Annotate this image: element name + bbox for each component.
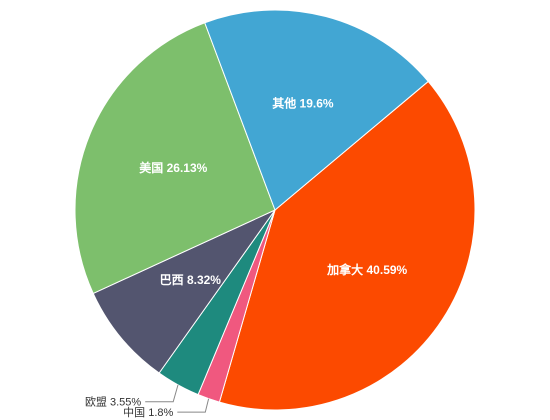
slice-labels: 加拿大 40.59% 中国 1.8%欧盟 3.55% 巴西 8.32% 美国 26.1…: [85, 96, 408, 420]
slice-label-2: 欧盟 3.55%: [85, 396, 141, 409]
leader-lines: [145, 384, 210, 413]
pie-slice-3[interactable]: [92, 209, 276, 374]
slice-label-4: 美国 26.13%: [139, 160, 207, 175]
pie-slice-5[interactable]: [204, 9, 429, 211]
leader-line-2: [145, 384, 179, 403]
slice-label-1: 中国 1.8%: [123, 406, 173, 419]
leader-line-1: [177, 398, 210, 413]
slice-label-0: 加拿大 40.59%: [326, 262, 407, 277]
pie-slice-4[interactable]: [74, 22, 276, 294]
slice-label-3: 巴西 8.32%: [160, 273, 222, 287]
pie-slices: [74, 9, 476, 411]
pie-slice-0[interactable]: [218, 80, 476, 411]
slice-label-5: 其他 19.6%: [272, 96, 334, 111]
